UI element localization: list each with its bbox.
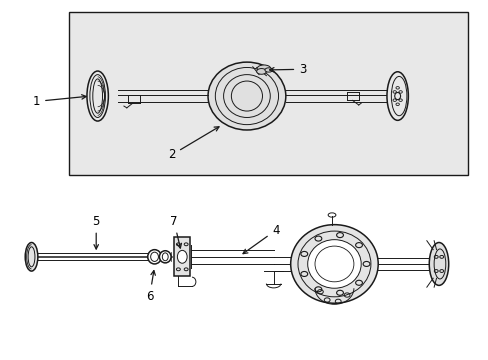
Text: 2: 2 (167, 127, 219, 162)
Ellipse shape (257, 65, 270, 72)
Bar (69, 12, 467, 175)
Bar (174, 237, 190, 276)
Text: 7: 7 (170, 215, 181, 248)
Ellipse shape (177, 250, 187, 263)
Ellipse shape (256, 68, 266, 74)
Ellipse shape (87, 71, 108, 121)
Ellipse shape (307, 240, 361, 288)
Ellipse shape (147, 249, 161, 264)
Ellipse shape (428, 243, 448, 285)
Ellipse shape (207, 62, 285, 130)
Ellipse shape (386, 72, 407, 120)
Text: 1: 1 (33, 95, 86, 108)
Ellipse shape (159, 251, 171, 263)
Text: 3: 3 (269, 63, 306, 76)
Ellipse shape (25, 243, 38, 271)
Ellipse shape (290, 225, 377, 303)
Text: 6: 6 (145, 271, 155, 303)
Text: 4: 4 (243, 224, 279, 254)
Ellipse shape (264, 68, 272, 72)
Text: 5: 5 (92, 215, 100, 249)
